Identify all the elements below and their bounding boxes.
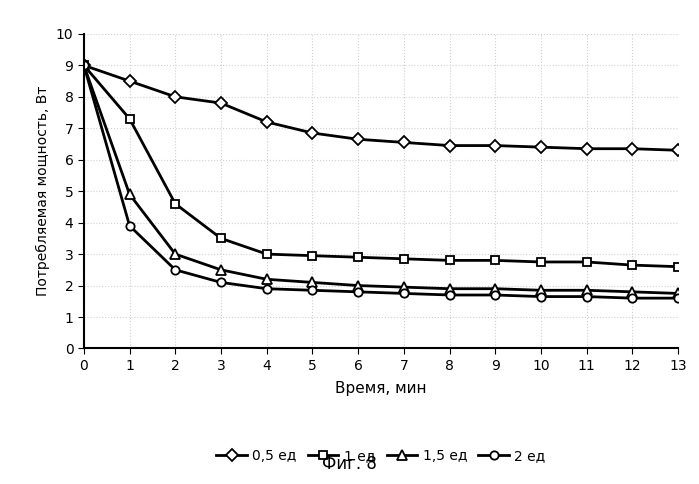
2 ед	[171, 267, 180, 272]
0,5 ед	[582, 146, 591, 151]
1 ед	[537, 259, 545, 265]
2 ед	[582, 294, 591, 300]
2 ед	[217, 279, 225, 285]
2 ед	[491, 292, 499, 298]
X-axis label: Время, мин: Время, мин	[336, 381, 426, 396]
Y-axis label: Потребляемая мощность, Вт: Потребляемая мощность, Вт	[36, 86, 50, 296]
1 ед	[445, 257, 454, 263]
1,5 ед	[263, 276, 271, 282]
Line: 2 ед: 2 ед	[80, 61, 682, 302]
1,5 ед	[171, 251, 180, 257]
2 ед	[674, 295, 682, 301]
1 ед	[628, 262, 637, 268]
1,5 ед	[217, 267, 225, 272]
1,5 ед	[308, 279, 317, 285]
2 ед	[263, 286, 271, 291]
1,5 ед	[582, 287, 591, 293]
2 ед	[537, 294, 545, 300]
0,5 ед	[263, 119, 271, 125]
1,5 ед	[537, 287, 545, 293]
1 ед	[308, 253, 317, 258]
1 ед	[491, 257, 499, 263]
1,5 ед	[400, 284, 408, 290]
2 ед	[125, 223, 134, 228]
0,5 ед	[354, 136, 362, 142]
1 ед	[354, 255, 362, 260]
1 ед	[674, 264, 682, 270]
0,5 ед	[80, 62, 88, 68]
1 ед	[217, 235, 225, 241]
Text: Фиг. 8: Фиг. 8	[322, 455, 377, 473]
0,5 ед	[537, 144, 545, 150]
1 ед	[400, 256, 408, 262]
0,5 ед	[628, 146, 637, 151]
1 ед	[171, 201, 180, 207]
2 ед	[400, 290, 408, 296]
0,5 ед	[674, 147, 682, 153]
1 ед	[263, 251, 271, 257]
1,5 ед	[491, 286, 499, 291]
0,5 ед	[171, 94, 180, 100]
Line: 1 ед: 1 ед	[80, 61, 682, 271]
1,5 ед	[674, 290, 682, 296]
1 ед	[582, 259, 591, 265]
0,5 ед	[217, 100, 225, 106]
2 ед	[308, 287, 317, 293]
0,5 ед	[445, 143, 454, 149]
1 ед	[80, 62, 88, 68]
2 ед	[354, 289, 362, 295]
1,5 ед	[445, 286, 454, 291]
2 ед	[445, 292, 454, 298]
1,5 ед	[125, 191, 134, 197]
Line: 1,5 ед: 1,5 ед	[79, 60, 683, 298]
1,5 ед	[80, 62, 88, 68]
0,5 ед	[491, 143, 499, 149]
Legend: 0,5 ед, 1 ед, 1,5 ед, 2 ед: 0,5 ед, 1 ед, 1,5 ед, 2 ед	[211, 443, 551, 469]
0,5 ед	[400, 139, 408, 145]
2 ед	[628, 295, 637, 301]
2 ед	[80, 62, 88, 68]
1,5 ед	[628, 289, 637, 295]
0,5 ед	[125, 78, 134, 84]
1 ед	[125, 116, 134, 121]
1,5 ед	[354, 283, 362, 288]
Line: 0,5 ед: 0,5 ед	[80, 61, 682, 154]
0,5 ед	[308, 130, 317, 136]
